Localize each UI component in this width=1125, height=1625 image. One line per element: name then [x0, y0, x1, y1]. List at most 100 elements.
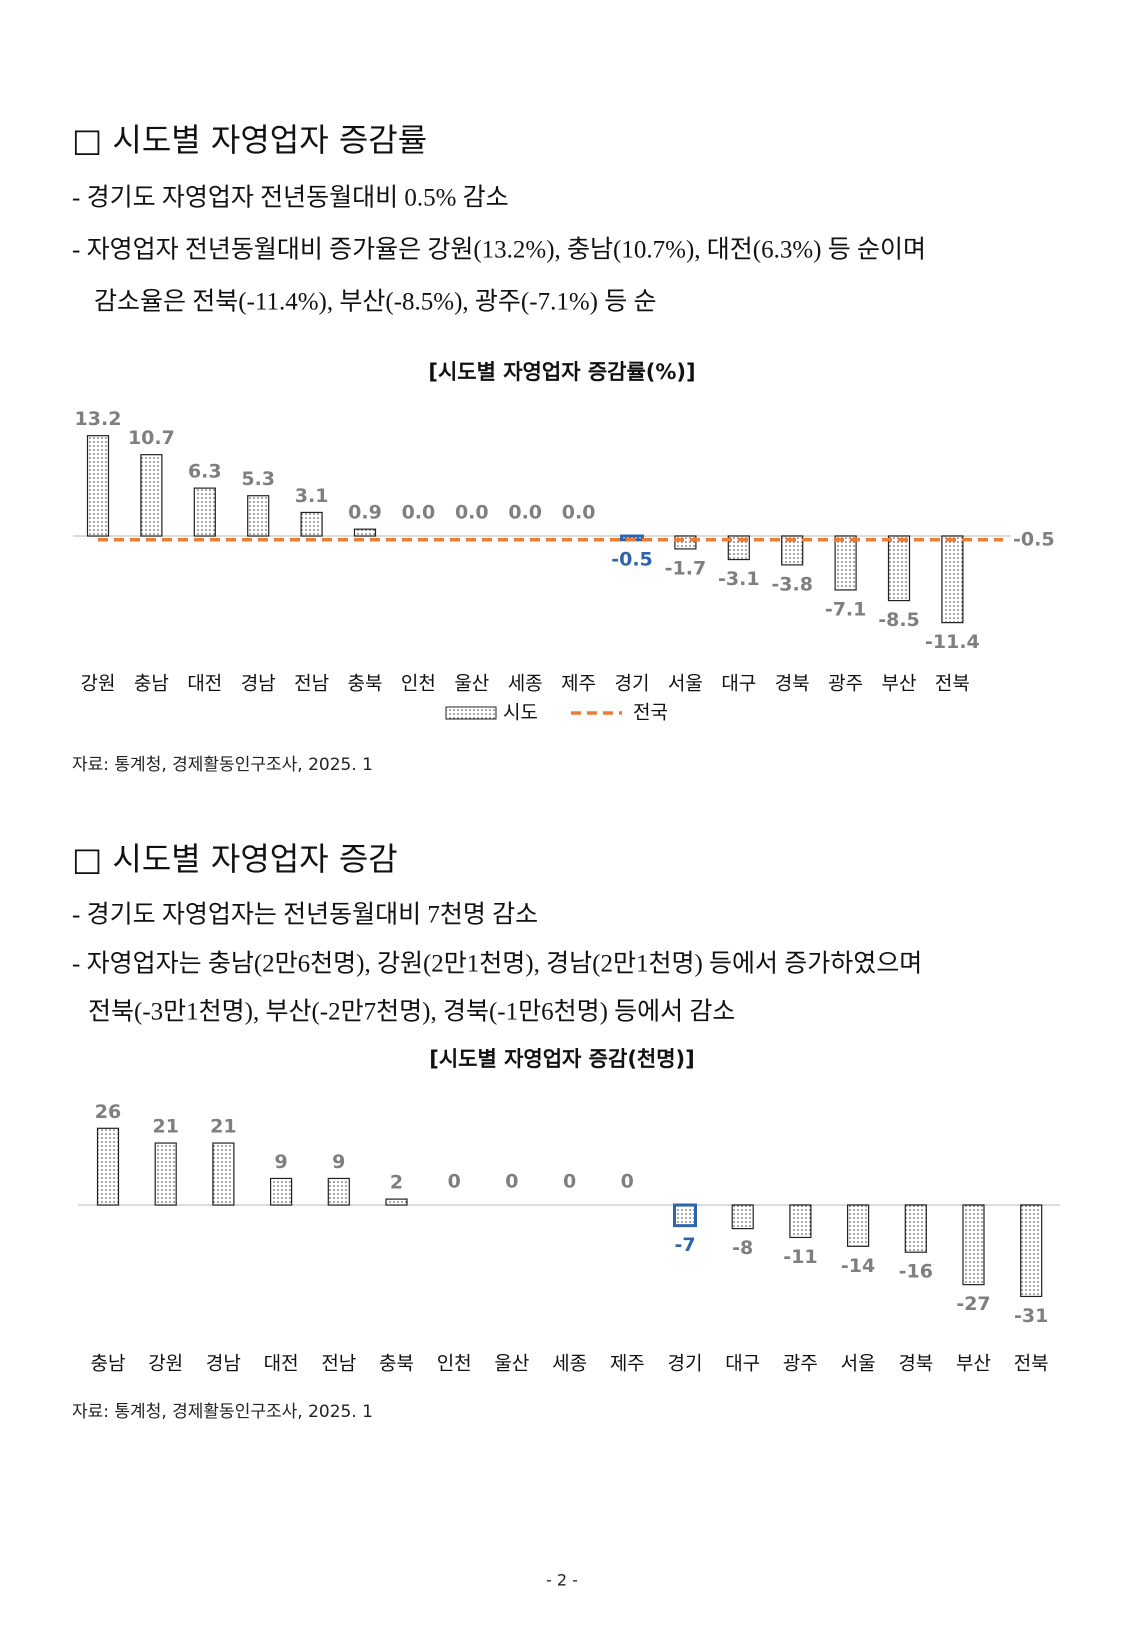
legend-swatch [445, 706, 497, 720]
bullet-line: 감소율은 전북(-11.4%), 부산(-8.5%), 광주(-7.1%) 등 … [94, 288, 656, 316]
source-note: 자료: 통계청, 경제활동인구조사, 2025. 1 [72, 1402, 373, 1422]
data-label: 5.3 [241, 468, 275, 490]
bullet-line: - 자영업자는 충남(2만6천명), 강원(2만1천명), 경남(2만1천명) … [72, 950, 922, 978]
source-note: 자료: 통계청, 경제활동인구조사, 2025. 1 [72, 755, 373, 775]
bar [834, 535, 857, 591]
data-label: -0.5 [611, 548, 653, 570]
x-tick-label: 부산 [882, 673, 917, 695]
bar [154, 1142, 177, 1206]
data-label: 0.9 [348, 502, 382, 524]
x-tick-label: 충북 [348, 673, 383, 695]
data-label: -8.5 [878, 609, 920, 631]
x-tick-label: 세종 [508, 673, 543, 695]
x-tick-label: 전남 [294, 673, 329, 695]
x-tick-label: 대구 [725, 1353, 760, 1375]
data-label: -16 [899, 1261, 933, 1283]
data-label: -11.4 [925, 631, 980, 653]
x-tick-label: 충남 [91, 1353, 126, 1375]
bar [674, 535, 697, 550]
data-label: -7 [674, 1234, 695, 1256]
x-tick-label: 인천 [401, 673, 436, 695]
data-label: 0.0 [508, 502, 542, 524]
x-tick-label: 제주 [610, 1353, 645, 1375]
x-tick-label: 광주 [828, 673, 863, 695]
bar [86, 435, 110, 537]
bar [789, 1204, 812, 1239]
data-label: 21 [210, 1116, 236, 1138]
data-label: 0.0 [455, 502, 489, 524]
x-tick-label: 경북 [898, 1353, 933, 1375]
data-label: 26 [95, 1101, 121, 1123]
bar [140, 454, 163, 537]
bar [96, 1127, 120, 1206]
data-label: -27 [956, 1293, 990, 1315]
x-tick-label: 인천 [437, 1353, 472, 1375]
legend-label: 전국 [633, 702, 668, 724]
data-label: -11 [783, 1246, 817, 1268]
bar [846, 1204, 870, 1247]
x-tick-label: 강원 [148, 1353, 183, 1375]
legend-label: 시도 [503, 702, 538, 724]
data-label: 0 [621, 1171, 634, 1193]
x-tick-label: 강원 [81, 673, 116, 695]
x-tick-label: 경북 [775, 673, 810, 695]
bar [673, 1203, 697, 1228]
bar [904, 1204, 927, 1253]
section-heading: □ 시도별 자영업자 증감률 [72, 121, 427, 159]
section-heading: □ 시도별 자영업자 증감 [72, 840, 398, 878]
x-tick-label: 충남 [134, 673, 169, 695]
x-tick-label: 전북 [935, 673, 970, 695]
data-label: -1.7 [665, 557, 707, 579]
data-label: 6.3 [188, 461, 222, 483]
bullet-line: - 경기도 자영업자 전년동월대비 0.5% 감소 [72, 184, 509, 212]
data-label: 0 [505, 1171, 518, 1193]
bar [193, 487, 216, 537]
bullet-line: 전북(-3만1천명), 부산(-2만7천명), 경북(-1만6천명) 등에서 감… [88, 998, 735, 1026]
data-label: 2 [390, 1172, 403, 1194]
x-tick-label: 울산 [494, 1353, 529, 1375]
data-label: 13.2 [75, 408, 122, 430]
data-label: 10.7 [128, 427, 175, 449]
bullet-line: - 자영업자 전년동월대비 증가율은 강원(13.2%), 충남(10.7%),… [72, 236, 926, 264]
data-label: -3.1 [718, 568, 760, 590]
data-label: 0 [448, 1171, 461, 1193]
data-label: 21 [152, 1116, 178, 1138]
x-tick-label: 전북 [1014, 1353, 1049, 1375]
x-tick-label: 서울 [841, 1353, 876, 1375]
chart-title: [시도별 자영업자 증감률(%)] [428, 360, 695, 384]
x-tick-label: 경기 [668, 1353, 703, 1375]
x-tick-label: 경남 [206, 1353, 241, 1375]
x-tick-label: 경남 [241, 673, 276, 695]
data-label: -3.8 [771, 573, 813, 595]
x-tick-label: 광주 [783, 1353, 818, 1375]
bar [385, 1198, 408, 1206]
x-tick-label: 제주 [561, 673, 596, 695]
bar [1020, 1204, 1043, 1298]
x-tick-label: 대전 [264, 1353, 299, 1375]
bar [887, 535, 911, 602]
chart-title: [시도별 자영업자 증감(천명)] [429, 1047, 695, 1071]
bar [353, 528, 377, 537]
bar [962, 1204, 985, 1286]
x-tick-label: 경기 [615, 673, 650, 695]
x-tick-label: 세종 [552, 1353, 587, 1375]
data-label: -7.1 [825, 598, 867, 620]
bar [941, 535, 964, 624]
page-number: - 2 - [546, 1571, 578, 1590]
bar [727, 535, 750, 561]
data-label: 9 [274, 1151, 287, 1173]
data-label: -31 [1014, 1305, 1048, 1327]
bullet-line: - 경기도 자영업자는 전년동월대비 7천명 감소 [72, 901, 538, 929]
data-label: 0 [563, 1171, 576, 1193]
bar [247, 495, 270, 537]
data-label: 0.0 [562, 502, 596, 524]
x-tick-label: 충북 [379, 1353, 414, 1375]
bar [300, 511, 323, 537]
data-label: 0.0 [402, 502, 436, 524]
bar [327, 1177, 350, 1206]
x-tick-label: 대전 [187, 673, 222, 695]
bar [212, 1142, 235, 1206]
data-label: 3.1 [295, 485, 329, 507]
data-label: -8 [732, 1237, 753, 1259]
